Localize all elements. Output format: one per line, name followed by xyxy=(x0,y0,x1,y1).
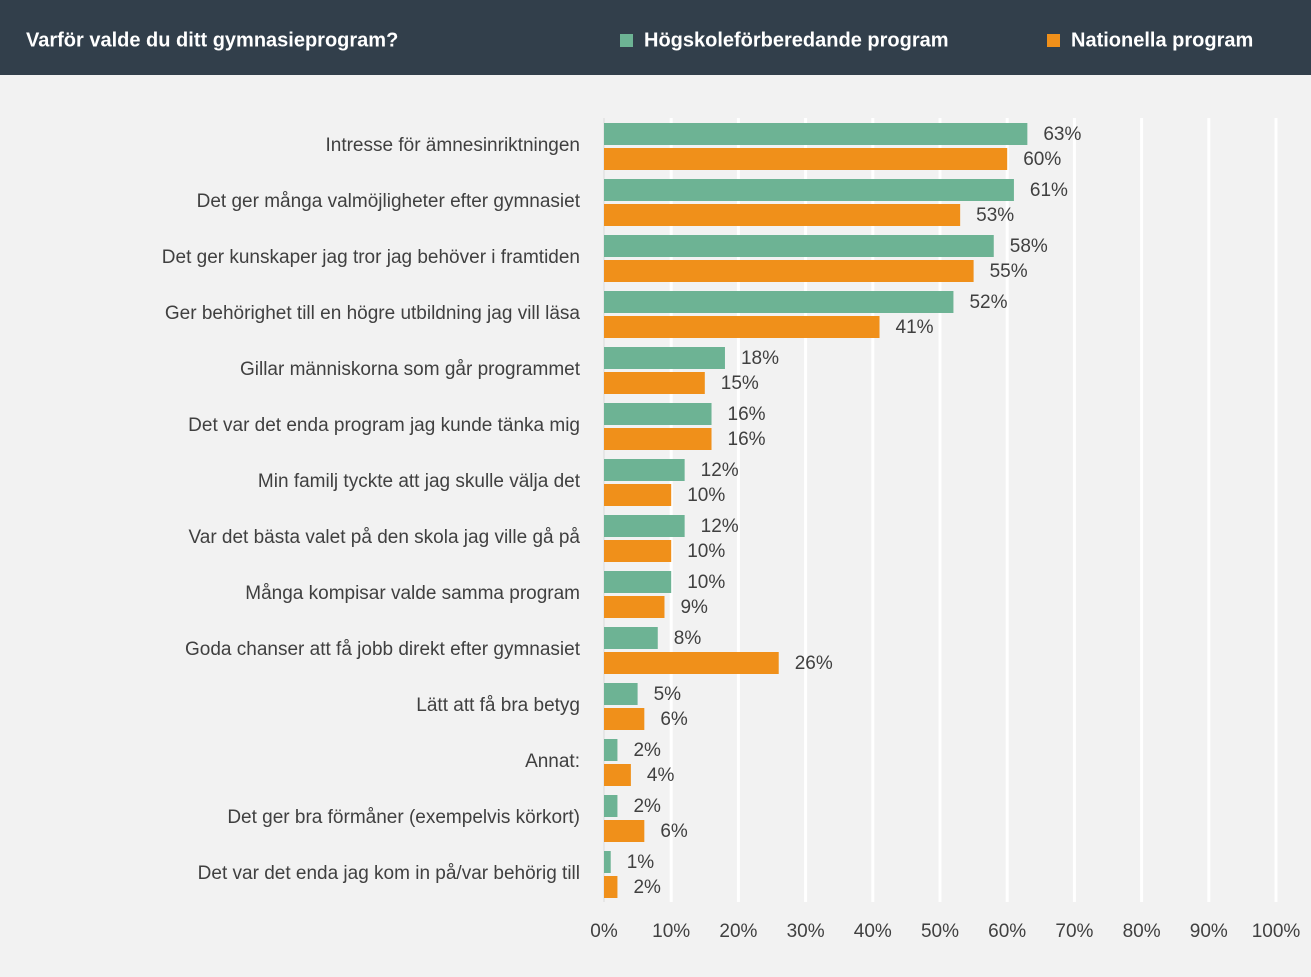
bar xyxy=(604,515,685,537)
header xyxy=(0,0,1311,75)
value-label: 6% xyxy=(660,709,688,730)
value-label: 16% xyxy=(728,429,766,450)
x-tick-label: 100% xyxy=(1252,921,1301,942)
value-label: 2% xyxy=(633,796,661,817)
bar xyxy=(604,484,672,506)
value-label: 60% xyxy=(1023,149,1061,170)
bar xyxy=(604,652,779,674)
category-label: Det ger bra förmåner (exempelvis körkort… xyxy=(227,807,580,828)
value-label: 53% xyxy=(976,205,1014,226)
bar xyxy=(604,148,1008,170)
bar xyxy=(604,204,961,226)
bar xyxy=(604,571,672,593)
value-label: 10% xyxy=(687,485,725,506)
value-label: 61% xyxy=(1030,180,1068,201)
bar xyxy=(604,596,665,618)
legend-label: Högskoleförberedande program xyxy=(644,29,949,51)
bar xyxy=(604,851,611,873)
value-label: 16% xyxy=(728,404,766,425)
category-label: Gillar människorna som går programmet xyxy=(240,359,581,380)
category-label: Det var det enda jag kom in på/var behör… xyxy=(198,863,580,884)
value-label: 1% xyxy=(627,852,655,873)
value-label: 10% xyxy=(687,541,725,562)
bar xyxy=(604,627,658,649)
bar xyxy=(604,316,880,338)
value-label: 6% xyxy=(660,821,688,842)
x-tick-label: 80% xyxy=(1123,921,1161,942)
category-label: Det ger många valmöjligheter efter gymna… xyxy=(197,191,581,212)
category-label: Lätt att få bra betyg xyxy=(416,695,580,716)
bar xyxy=(604,179,1014,201)
bar xyxy=(604,459,685,481)
value-label: 63% xyxy=(1043,124,1081,145)
bar xyxy=(604,123,1028,145)
value-label: 26% xyxy=(795,653,833,674)
value-label: 2% xyxy=(633,740,661,761)
value-label: 52% xyxy=(969,292,1007,313)
bar xyxy=(604,403,712,425)
x-tick-label: 40% xyxy=(854,921,892,942)
bar xyxy=(604,876,618,898)
value-label: 10% xyxy=(687,572,725,593)
value-label: 8% xyxy=(674,628,702,649)
value-label: 12% xyxy=(701,460,739,481)
value-label: 58% xyxy=(1010,236,1048,257)
value-label: 5% xyxy=(654,684,682,705)
legend-swatch xyxy=(620,34,633,47)
value-label: 9% xyxy=(680,597,708,618)
bar xyxy=(604,540,672,562)
value-label: 15% xyxy=(721,373,759,394)
legend-swatch xyxy=(1047,34,1060,47)
category-label: Min familj tyckte att jag skulle välja d… xyxy=(258,471,581,492)
bar xyxy=(604,708,645,730)
category-label: Annat: xyxy=(525,751,580,772)
category-label: Intresse för ämnesinriktningen xyxy=(325,135,580,156)
chart-title: Varför valde du ditt gymnasieprogram? xyxy=(26,29,398,51)
bar xyxy=(604,260,974,282)
bar xyxy=(604,764,631,786)
category-label: Ger behörighet till en högre utbildning … xyxy=(165,303,581,324)
bar xyxy=(604,795,618,817)
x-tick-label: 70% xyxy=(1055,921,1093,942)
x-tick-label: 90% xyxy=(1190,921,1228,942)
value-label: 12% xyxy=(701,516,739,537)
bar xyxy=(604,291,954,313)
value-label: 55% xyxy=(990,261,1028,282)
x-tick-label: 60% xyxy=(988,921,1026,942)
category-label: Goda chanser att få jobb direkt efter gy… xyxy=(185,639,581,660)
x-tick-label: 0% xyxy=(590,921,618,942)
value-label: 2% xyxy=(633,877,661,898)
bar xyxy=(604,235,994,257)
bar xyxy=(604,683,638,705)
bar xyxy=(604,372,705,394)
category-label: Det var det enda program jag kunde tänka… xyxy=(188,415,580,436)
bar xyxy=(604,739,618,761)
category-label: Många kompisar valde samma program xyxy=(245,583,580,604)
x-tick-label: 50% xyxy=(921,921,959,942)
x-tick-label: 20% xyxy=(719,921,757,942)
legend-label: Nationella program xyxy=(1071,29,1253,51)
x-tick-label: 10% xyxy=(652,921,690,942)
category-label: Det ger kunskaper jag tror jag behöver i… xyxy=(162,247,580,268)
bar xyxy=(604,820,645,842)
bar xyxy=(604,428,712,450)
category-label: Var det bästa valet på den skola jag vil… xyxy=(188,527,580,548)
value-label: 18% xyxy=(741,348,779,369)
bar xyxy=(604,347,725,369)
value-label: 4% xyxy=(647,765,675,786)
value-label: 41% xyxy=(896,317,934,338)
x-tick-label: 30% xyxy=(787,921,825,942)
